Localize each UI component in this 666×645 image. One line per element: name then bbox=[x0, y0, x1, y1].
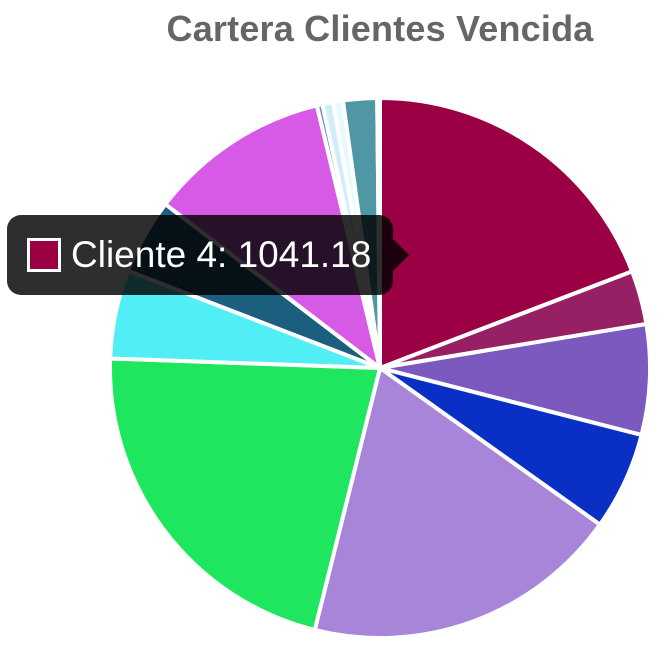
pie-slices bbox=[108, 95, 652, 640]
tooltip-color-swatch bbox=[27, 238, 61, 272]
pie-slice-3[interactable] bbox=[378, 322, 652, 437]
chart-tooltip: Cliente 4: 1041.18 bbox=[7, 215, 410, 295]
pie-slice-1[interactable] bbox=[378, 96, 635, 370]
chart-title: Cartera Clientes Vencida bbox=[166, 8, 594, 49]
pie-slice-6[interactable] bbox=[108, 356, 382, 632]
pie-slice-5[interactable] bbox=[312, 366, 602, 640]
tooltip-text: Cliente 4: 1041.18 bbox=[71, 234, 372, 275]
